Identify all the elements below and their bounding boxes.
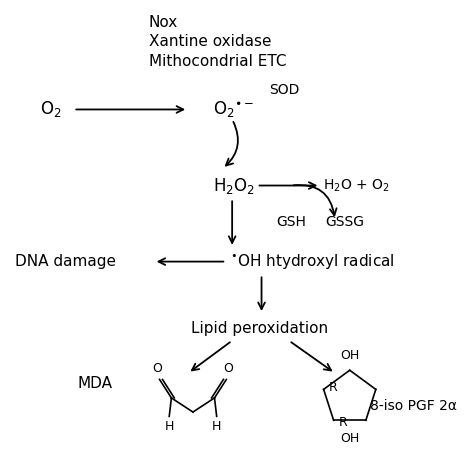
Text: O: O	[153, 362, 163, 376]
Text: O$_2$: O$_2$	[40, 100, 62, 119]
Text: MDA: MDA	[77, 376, 112, 391]
Text: Nox
Xantine oxidase
Mithocondrial ETC: Nox Xantine oxidase Mithocondrial ETC	[149, 15, 286, 69]
Text: H: H	[164, 420, 174, 433]
Text: DNA damage: DNA damage	[15, 254, 116, 269]
Text: O$_2$$^{\bullet-}$: O$_2$$^{\bullet-}$	[212, 100, 254, 119]
Text: Lipid peroxidation: Lipid peroxidation	[191, 321, 328, 336]
Text: O: O	[223, 362, 233, 376]
Text: $^{\bullet}$OH htydroxyl radical: $^{\bullet}$OH htydroxyl radical	[230, 252, 395, 271]
Text: SOD: SOD	[269, 83, 300, 97]
Text: GSSG: GSSG	[325, 215, 365, 229]
Text: OH: OH	[340, 349, 359, 362]
Text: H$_2$O$_2$: H$_2$O$_2$	[212, 175, 255, 196]
Text: 8-iso PGF 2α: 8-iso PGF 2α	[370, 399, 457, 413]
Text: H$_2$O + O$_2$: H$_2$O + O$_2$	[323, 177, 390, 194]
Text: OH: OH	[340, 432, 359, 445]
Text: R: R	[338, 416, 347, 429]
Text: H: H	[212, 420, 221, 433]
Text: R: R	[328, 381, 337, 394]
Text: GSH: GSH	[276, 215, 306, 229]
